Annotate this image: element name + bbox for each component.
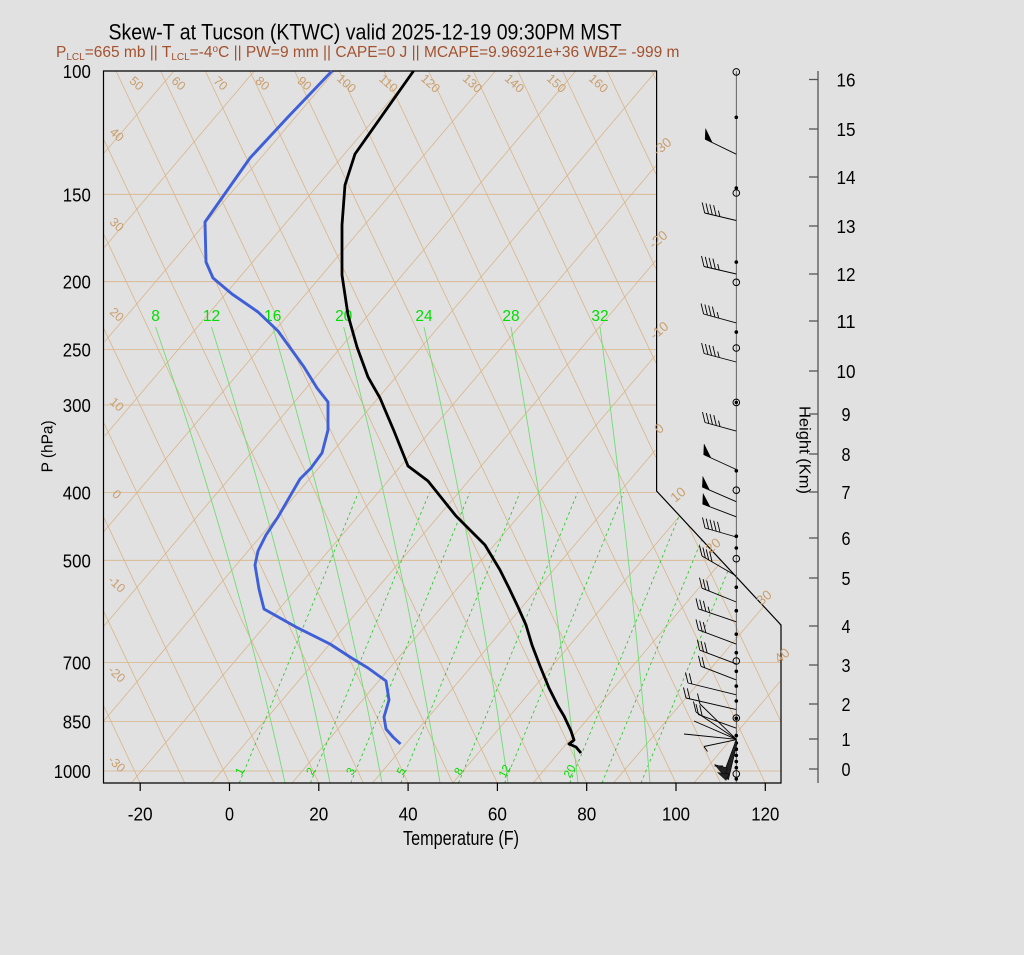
- svg-text:0: 0: [842, 759, 851, 780]
- svg-text:300: 300: [63, 395, 91, 416]
- svg-text:250: 250: [63, 340, 91, 361]
- svg-text:14: 14: [837, 167, 856, 188]
- svg-text:10: 10: [837, 361, 856, 382]
- svg-text:8: 8: [151, 308, 160, 325]
- svg-text:20: 20: [703, 535, 724, 556]
- svg-text:12: 12: [497, 763, 514, 780]
- svg-text:3: 3: [345, 766, 359, 777]
- svg-text:700: 700: [63, 653, 91, 674]
- svg-text:150: 150: [63, 184, 91, 205]
- svg-text:20: 20: [309, 804, 328, 825]
- svg-text:5: 5: [395, 766, 409, 777]
- svg-text:16: 16: [264, 308, 281, 325]
- svg-text:Temperature (F): Temperature (F): [403, 827, 519, 850]
- svg-text:15: 15: [837, 119, 856, 140]
- svg-text:120: 120: [751, 804, 779, 825]
- svg-text:1: 1: [842, 729, 851, 750]
- svg-text:8: 8: [453, 766, 467, 777]
- svg-text:16: 16: [837, 70, 856, 91]
- svg-text:12: 12: [203, 308, 220, 325]
- svg-text:3: 3: [842, 655, 851, 676]
- svg-text:40: 40: [399, 804, 418, 825]
- svg-text:850: 850: [63, 712, 91, 733]
- svg-text:40: 40: [772, 645, 793, 666]
- svg-text:13: 13: [837, 216, 856, 237]
- svg-text:20: 20: [562, 763, 579, 780]
- svg-text:28: 28: [502, 308, 519, 325]
- svg-text:2: 2: [305, 766, 319, 777]
- svg-text:11: 11: [837, 311, 856, 332]
- svg-text:-20: -20: [128, 804, 153, 825]
- svg-text:PLCL=665 mb || TLCL=-4oC || PW: PLCL=665 mb || TLCL=-4oC || PW=9 mm || C…: [56, 44, 679, 63]
- svg-text:200: 200: [63, 272, 91, 293]
- svg-text:8: 8: [842, 444, 851, 465]
- svg-text:4: 4: [842, 616, 851, 637]
- svg-text:5: 5: [842, 568, 851, 589]
- svg-text:2: 2: [842, 694, 851, 715]
- svg-text:80: 80: [577, 804, 596, 825]
- svg-text:9: 9: [842, 404, 851, 425]
- svg-text:Skew-T at Tucson (KTWC) valid: Skew-T at Tucson (KTWC) valid 2025-12-19…: [109, 19, 622, 44]
- svg-text:P (hPa): P (hPa): [40, 420, 57, 472]
- svg-text:100: 100: [63, 61, 91, 82]
- svg-text:30: 30: [754, 587, 775, 608]
- svg-text:7: 7: [842, 482, 851, 503]
- svg-text:10: 10: [668, 484, 689, 505]
- svg-text:100: 100: [662, 804, 690, 825]
- svg-text:Height (Km): Height (Km): [796, 406, 813, 494]
- svg-text:32: 32: [591, 308, 608, 325]
- svg-text:6: 6: [842, 528, 851, 549]
- svg-text:0: 0: [225, 804, 234, 825]
- svg-text:1: 1: [234, 766, 248, 777]
- svg-text:1000: 1000: [54, 761, 91, 782]
- svg-text:24: 24: [415, 308, 433, 325]
- svg-text:60: 60: [488, 804, 507, 825]
- svg-text:12: 12: [837, 264, 856, 285]
- svg-text:400: 400: [63, 482, 91, 503]
- svg-text:500: 500: [63, 550, 91, 571]
